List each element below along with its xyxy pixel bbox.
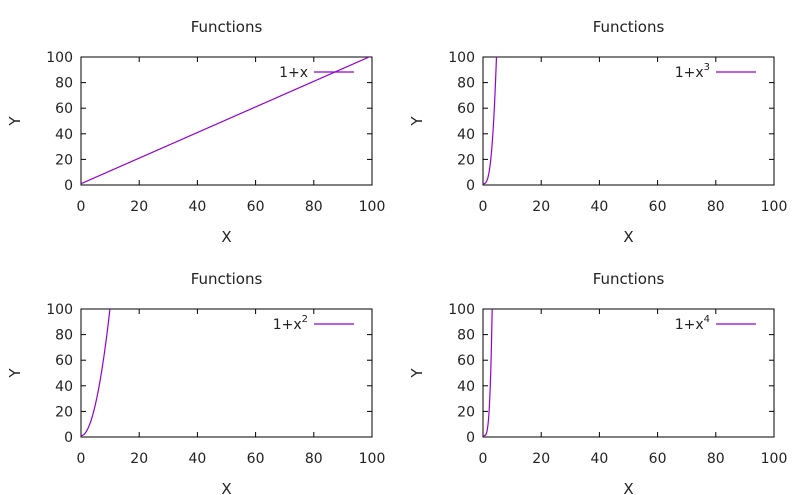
x-tick-label: 60 <box>649 451 667 467</box>
chart-title: Functions <box>191 270 263 288</box>
chart-panel-3: Functions 0 20 40 60 80 100 0 20 40 60 80 100 X Y 1+x2 <box>6 270 385 495</box>
plot-frame <box>80 56 373 186</box>
y-axis-label: Y <box>6 116 24 127</box>
legend-entry: 1+x <box>279 65 308 81</box>
legend-entry: 1+x4 <box>675 314 710 333</box>
series-line <box>81 57 371 185</box>
y-tick-label: 80 <box>55 328 73 344</box>
y-tick-label: 0 <box>64 178 73 194</box>
y-tick-label: 20 <box>55 404 73 420</box>
x-tick-label: 20 <box>130 451 148 467</box>
x-axis-label: X <box>221 480 231 495</box>
y-tick-label: 100 <box>448 50 475 66</box>
x-tick-label: 100 <box>761 199 788 215</box>
x-tick-label: 0 <box>479 199 488 215</box>
chart-panel-1: Functions 0 20 40 60 80 100 0 20 40 60 80 100 X Y 1+x <box>6 18 385 246</box>
legend-exponent: 4 <box>704 314 710 325</box>
x-tick-label: 20 <box>130 199 148 215</box>
series-line <box>483 309 493 437</box>
y-axis-label: Y <box>408 368 426 379</box>
y-tick-label: 20 <box>55 152 73 168</box>
x-tick-label: 60 <box>247 451 265 467</box>
y-tick-label: 60 <box>457 353 475 369</box>
y-tick-label: 20 <box>457 404 475 420</box>
x-tick-label: 80 <box>707 199 725 215</box>
x-tick-label: 60 <box>247 199 265 215</box>
y-axis-label: Y <box>6 368 24 379</box>
legend-exponent: 2 <box>302 314 308 325</box>
chart-title: Functions <box>191 18 263 36</box>
x-tick-label: 100 <box>359 451 386 467</box>
legend-text: 1+x <box>279 65 308 81</box>
x-axis-label: X <box>221 228 231 246</box>
y-tick-label: 0 <box>466 178 475 194</box>
chart-panel-2: Functions 0 20 40 60 80 100 0 20 40 60 80 100 X Y 1+x3 <box>408 18 787 246</box>
y-tick-label: 40 <box>457 379 475 395</box>
legend-entry: 1+x3 <box>675 62 710 81</box>
plot-frame <box>482 56 775 186</box>
series-line <box>483 57 498 185</box>
x-tick-label: 20 <box>532 451 550 467</box>
x-tick-label: 0 <box>479 451 488 467</box>
y-tick-label: 100 <box>46 50 73 66</box>
x-tick-label: 100 <box>761 451 788 467</box>
legend-text: 1+x <box>675 65 704 81</box>
x-tick-label: 0 <box>77 199 86 215</box>
y-tick-label: 60 <box>55 353 73 369</box>
x-tick-label: 40 <box>188 451 206 467</box>
legend-text: 1+x <box>675 317 704 333</box>
y-tick-label: 40 <box>457 127 475 143</box>
legend-exponent: 3 <box>704 62 710 73</box>
y-tick-label: 0 <box>466 430 475 446</box>
legend-entry: 1+x2 <box>273 314 308 333</box>
legend-text: 1+x <box>273 317 302 333</box>
chart-panel-4: Functions 0 20 40 60 80 100 0 20 40 60 80 100 X Y 1+x4 <box>408 270 787 495</box>
y-tick-label: 20 <box>457 152 475 168</box>
y-axis-label: Y <box>408 116 426 127</box>
x-tick-label: 0 <box>77 451 86 467</box>
x-tick-label: 40 <box>188 199 206 215</box>
y-tick-label: 40 <box>55 127 73 143</box>
y-tick-label: 80 <box>457 76 475 92</box>
x-tick-label: 20 <box>532 199 550 215</box>
y-tick-label: 0 <box>64 430 73 446</box>
x-tick-label: 40 <box>590 451 608 467</box>
x-tick-label: 100 <box>359 199 386 215</box>
y-tick-label: 60 <box>55 101 73 117</box>
plot-frame <box>80 308 373 438</box>
y-tick-label: 100 <box>46 302 73 318</box>
x-tick-label: 80 <box>707 451 725 467</box>
y-tick-label: 80 <box>457 328 475 344</box>
chart-title: Functions <box>593 18 665 36</box>
x-tick-label: 80 <box>305 199 323 215</box>
y-tick-label: 100 <box>448 302 475 318</box>
x-axis-label: X <box>623 480 633 495</box>
x-tick-label: 40 <box>590 199 608 215</box>
chart-title: Functions <box>593 270 665 288</box>
x-tick-label: 60 <box>649 199 667 215</box>
x-tick-label: 80 <box>305 451 323 467</box>
y-tick-label: 60 <box>457 101 475 117</box>
x-axis-label: X <box>623 228 633 246</box>
series-line <box>81 309 111 437</box>
y-tick-label: 40 <box>55 379 73 395</box>
y-tick-label: 80 <box>55 76 73 92</box>
plot-frame <box>482 308 775 438</box>
